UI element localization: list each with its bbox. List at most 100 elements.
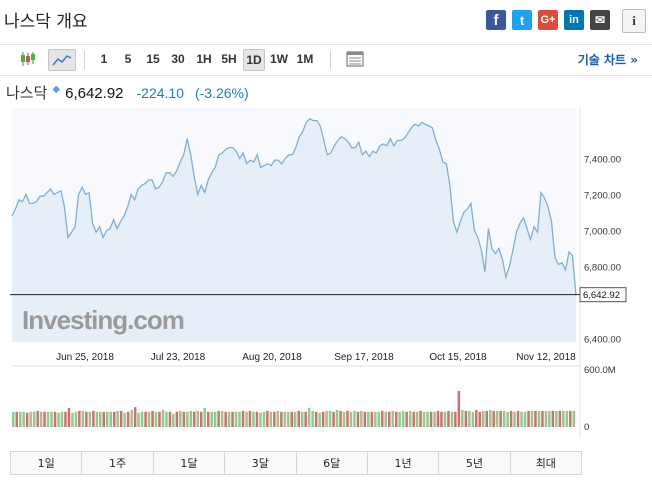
interval-15[interactable]: 15: [146, 52, 160, 66]
volume-bar: [81, 410, 85, 427]
volume-bar: [43, 411, 46, 427]
volume-bar: [126, 411, 130, 427]
volume-bar: [440, 411, 443, 427]
volume-bar: [19, 411, 22, 427]
last-price-box: [579, 287, 627, 303]
volume-bar: [147, 411, 151, 427]
volume-bar: [297, 410, 300, 427]
range-button-4[interactable]: 6달: [296, 452, 368, 474]
area-chart-icon[interactable]: [48, 49, 76, 71]
volume-bar: [353, 410, 356, 427]
linkedin-share-icon[interactable]: in: [564, 10, 584, 30]
volume-bar: [412, 411, 415, 427]
volume-bar: [367, 411, 370, 427]
email-share-icon[interactable]: ✉: [590, 10, 610, 30]
volume-bar: [25, 412, 29, 428]
volume-bar: [50, 411, 53, 427]
volume-bar: [231, 411, 234, 427]
volume-bar: [36, 410, 39, 427]
interval-5h[interactable]: 5H: [221, 52, 237, 66]
volume-bar: [179, 410, 182, 427]
candlestick-icon[interactable]: [16, 49, 40, 69]
volume-bar: [269, 411, 273, 427]
volume-bar: [99, 411, 102, 427]
x-tick-label: Aug 20, 2018: [242, 352, 302, 363]
volume-bar: [492, 410, 495, 427]
volume-bar: [266, 410, 269, 427]
volume-bar: [461, 409, 464, 427]
volume-bar: [186, 411, 189, 427]
interval-30[interactable]: 30: [171, 52, 185, 66]
volume-bar: [196, 410, 199, 427]
volume-bar: [318, 412, 321, 428]
volume-bar: [349, 411, 353, 427]
volume-bar: [109, 411, 112, 427]
price-change-percent: (-3.26%): [194, 85, 249, 101]
volume-bar: [248, 410, 252, 427]
volume-bar: [374, 411, 377, 427]
volume-bar: [339, 410, 342, 427]
range-button-5[interactable]: 1년: [367, 452, 440, 474]
range-button-6[interactable]: 5년: [439, 452, 511, 474]
volume-bar: [60, 411, 64, 427]
interval-1h[interactable]: 1H: [196, 52, 212, 66]
volume-bar: [32, 411, 36, 427]
volume-bar: [502, 410, 506, 427]
chart-toolbar: 1 5 15 30 1H 5H 1D 1W 1M 기술 차트 »: [0, 44, 652, 76]
volume-bar: [530, 410, 534, 427]
volume-bar: [234, 411, 238, 427]
last-price-label: 6,642.92: [583, 290, 620, 301]
volume-bar: [551, 410, 555, 427]
twitter-share-icon[interactable]: t: [512, 10, 532, 30]
volume-bar: [429, 411, 433, 427]
volume-bar: [39, 411, 43, 427]
volume-bar: [102, 411, 105, 427]
google-plus-share-icon[interactable]: G+: [538, 10, 558, 30]
volume-bar: [113, 411, 116, 427]
volume-bar: [398, 411, 401, 427]
interval-5[interactable]: 5: [124, 52, 132, 66]
volume-bar: [227, 411, 231, 427]
interval-1d[interactable]: 1D: [243, 49, 265, 71]
volume-bar: [203, 408, 206, 427]
volume-bar: [46, 411, 50, 427]
range-button-0[interactable]: 1일: [11, 452, 83, 474]
volume-bar: [426, 411, 429, 427]
range-button-2[interactable]: 1달: [153, 452, 226, 474]
live-indicator-icon: ◆: [52, 84, 61, 95]
volume-bar: [22, 411, 25, 427]
volume-bar: [443, 411, 447, 427]
volume-bar: [537, 410, 541, 427]
volume-bar: [224, 411, 227, 427]
interval-1[interactable]: 1: [100, 52, 108, 66]
volume-bar: [419, 410, 422, 427]
price-chart[interactable]: Investing.com 7,400.00 7,200.00 7,000.00 6,8…: [0, 100, 652, 445]
volume-bar: [457, 390, 461, 427]
volume-bar: [408, 410, 412, 427]
price-change: -224.10: [136, 85, 184, 101]
volume-bar: [220, 410, 224, 427]
volume-bar: [499, 410, 502, 427]
facebook-share-icon[interactable]: f: [486, 10, 506, 30]
volume-bar: [450, 411, 454, 427]
range-button-1[interactable]: 1주: [82, 452, 154, 474]
volume-bar: [562, 410, 565, 427]
interval-1m[interactable]: 1M: [296, 52, 314, 66]
volume-bar: [245, 411, 248, 427]
x-tick-label: Oct 15, 2018: [429, 352, 487, 363]
volume-bar: [516, 410, 520, 427]
volume-bar: [252, 411, 255, 427]
info-icon[interactable]: i: [622, 9, 646, 33]
range-button-3[interactable]: 3달: [225, 452, 297, 474]
volume-bar: [255, 411, 259, 427]
volume-bar: [527, 410, 530, 427]
volume-bar: [506, 411, 509, 427]
interval-1w[interactable]: 1W: [270, 52, 288, 66]
range-button-7[interactable]: 최대: [510, 452, 581, 474]
volume-bar: [384, 411, 387, 427]
table-view-icon[interactable]: [344, 49, 366, 69]
volume-bar: [370, 411, 374, 427]
volume-bar: [88, 411, 92, 427]
technical-chart-link[interactable]: 기술 차트 »: [577, 53, 638, 67]
volume-bar: [311, 410, 314, 427]
